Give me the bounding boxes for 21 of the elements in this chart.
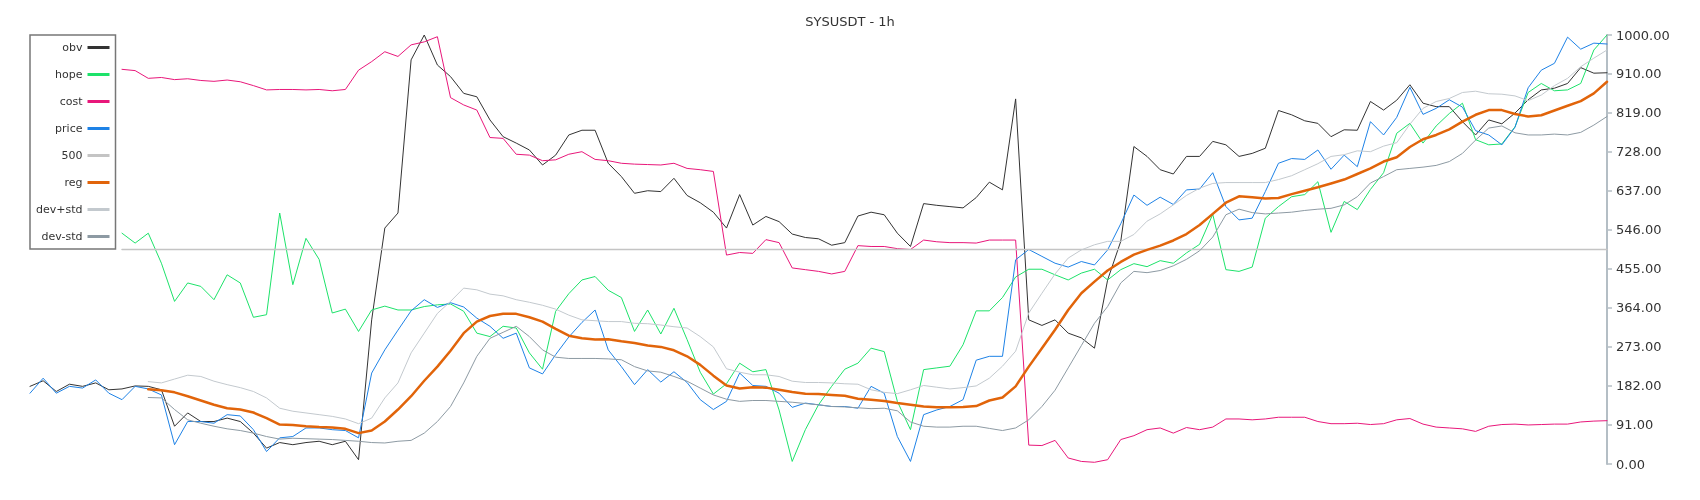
y-tick-label: 273.00 [1616,339,1662,355]
y-tick-label: 728.00 [1616,144,1662,160]
legend-label: hope [55,68,83,81]
y-tick-label: 637.00 [1616,183,1662,199]
y-tick-label: 819.00 [1616,105,1662,121]
legend-label: dev-std [41,230,83,243]
y-tick-label: 182.00 [1616,378,1662,394]
legend-label: obv [62,41,83,54]
y-tick-label: 910.00 [1616,66,1662,82]
legend-label: cost [59,95,84,108]
legend-label: reg [64,176,83,189]
y-tick-label: 455.00 [1616,261,1662,277]
y-tick-label: 546.00 [1616,222,1662,238]
legend-label: 500 [61,149,83,162]
y-tick-label: 364.00 [1616,300,1662,316]
y-tick-label: 91.00 [1616,417,1654,433]
y-tick-label: 1000.00 [1616,27,1670,43]
y-tick-label: 0.00 [1616,456,1645,472]
legend-label: price [55,122,83,135]
legend-label: dev+std [35,203,83,216]
chart-title: SYSUSDT - 1h [805,14,895,29]
